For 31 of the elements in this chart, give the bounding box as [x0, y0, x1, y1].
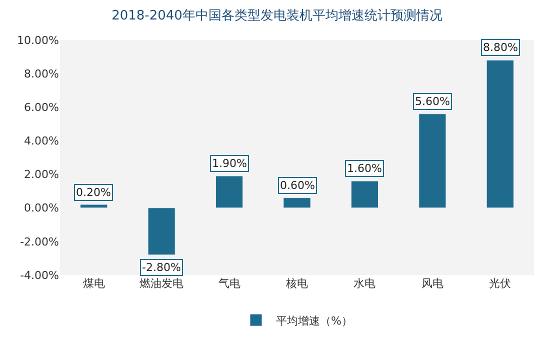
y-tick-label: -4.00%	[20, 268, 59, 282]
text: 0.20%	[76, 186, 111, 199]
bar	[283, 198, 311, 208]
chart-title: 2018-2040年中国各类型发电装机平均增速统计预测情况	[112, 8, 442, 24]
bar	[350, 180, 379, 208]
y-tick-label: 8.00%	[24, 67, 59, 80]
y-tick-label: 10.00%	[17, 34, 59, 47]
bar	[418, 114, 446, 208]
text: 8.80%	[483, 41, 518, 54]
x-tick-label: 光伏	[489, 277, 512, 290]
y-tick-label: 4.00%	[24, 134, 59, 148]
legend-label: 平均增速（%）	[276, 314, 352, 328]
x-tick-label: 燃油发电	[140, 277, 184, 290]
y-tick-label: -2.00%	[20, 235, 59, 248]
text: -2.80%	[142, 261, 181, 274]
bar	[80, 204, 108, 208]
y-tick-label: 2.00%	[24, 168, 59, 182]
x-tick-label: 风电	[421, 277, 444, 290]
bar	[215, 176, 244, 208]
x-tick-label: 煤电	[82, 277, 105, 290]
text: 1.90%	[212, 157, 247, 170]
text: 0.60%	[280, 179, 315, 192]
y-tick-label: 0.00%	[24, 202, 59, 215]
x-tick-label: 气电	[218, 277, 240, 290]
text: 5.60%	[415, 95, 450, 108]
bar	[486, 60, 514, 208]
y-tick-label: 6.00%	[24, 100, 59, 114]
x-tick-label: 水电	[354, 277, 376, 290]
text: 1.60%	[347, 162, 382, 175]
x-tick-label: 核电	[285, 277, 308, 290]
bar	[148, 208, 176, 256]
